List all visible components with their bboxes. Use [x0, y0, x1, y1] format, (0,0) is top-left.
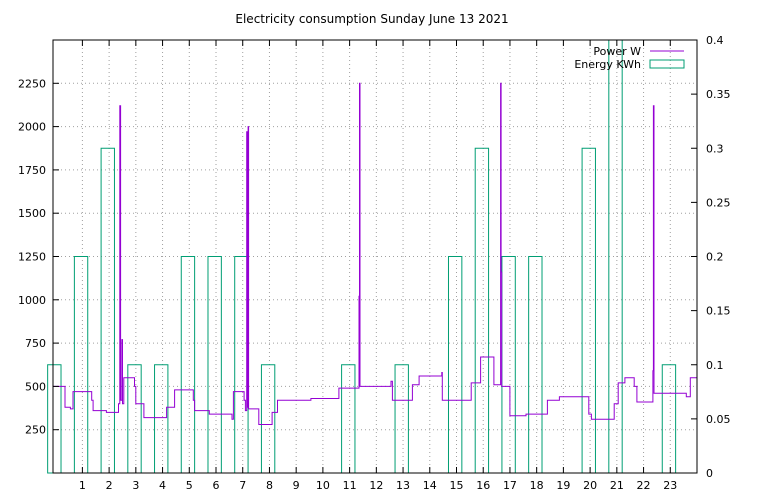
x-tick-label-5: 5: [186, 479, 193, 492]
x-tick-label-19: 19: [556, 479, 570, 492]
x-tick-label-21: 21: [610, 479, 624, 492]
y-right-tick-label-0.35: 0.35: [706, 88, 731, 101]
legend-swatch-energy: [649, 59, 685, 69]
y-right-tick-label-0.05: 0.05: [706, 413, 731, 426]
y-left-tick-labels: 250 500 750 1000 1250 1500 1750 2000 2250: [18, 77, 46, 436]
x-tick-label-13: 13: [396, 479, 410, 492]
y-right-tick-label-0.15: 0.15: [706, 305, 731, 318]
x-tick-label-12: 12: [369, 479, 383, 492]
x-tick-label-22: 22: [637, 479, 651, 492]
y-left-tick-label-2000: 2000: [18, 121, 46, 134]
y-left-tick-label-750: 750: [25, 337, 46, 350]
energy-bar-9: [341, 364, 356, 474]
grid-lines: [53, 40, 697, 473]
y-right-tick-label-0.3: 0.3: [706, 142, 724, 155]
energy-bar-13: [501, 256, 516, 474]
energy-bar-8: [260, 364, 276, 474]
x-tick-label-6: 6: [213, 479, 220, 492]
y-right-tick-label-0.25: 0.25: [706, 196, 731, 209]
x-tick-label-4: 4: [159, 479, 166, 492]
x-tick-label-16: 16: [476, 479, 490, 492]
legend: Power W Energy KWh: [574, 45, 685, 71]
power-line: [53, 82, 697, 425]
y-right-tick-label-0.1: 0.1: [706, 359, 724, 372]
energy-bar-11: [447, 256, 463, 474]
x-tick-label-2: 2: [106, 479, 113, 492]
y-left-tick-label-1500: 1500: [18, 207, 46, 220]
x-tick-label-3: 3: [132, 479, 139, 492]
energy-bar-5: [180, 256, 196, 474]
energy-bar-6: [207, 256, 222, 474]
energy-bar-16: [608, 39, 623, 474]
x-tick-label-8: 8: [266, 479, 273, 492]
y-right-tick-label-0: 0: [706, 467, 713, 480]
y-right-tick-labels: 0 0.05 0.1 0.15 0.2 0.25 0.3 0.35 0.4: [706, 34, 731, 480]
x-tick-label-7: 7: [239, 479, 246, 492]
energy-bar-2: [100, 147, 115, 474]
axis-ticks: [53, 39, 697, 474]
legend-label-energy: Energy KWh: [574, 58, 641, 71]
x-tick-label-11: 11: [343, 479, 357, 492]
y-right-tick-label-0.2: 0.2: [706, 251, 724, 264]
x-tick-labels: 1 2 3 4 5 6 7 8 9 10 11 12 13 14 15 16 17 18 19 20 21 22 23: [79, 479, 677, 492]
y-left-tick-label-1000: 1000: [18, 294, 46, 307]
x-tick-label-23: 23: [663, 479, 677, 492]
y-left-tick-label-1750: 1750: [18, 164, 46, 177]
y-left-tick-label-2250: 2250: [18, 77, 46, 90]
y-left-tick-label-500: 500: [25, 380, 46, 393]
x-tick-label-9: 9: [293, 479, 300, 492]
x-tick-label-15: 15: [450, 479, 464, 492]
energy-bar-10: [394, 364, 409, 474]
chart-title: Electricity consumption Sunday June 13 2…: [235, 12, 508, 26]
legend-label-power: Power W: [593, 45, 641, 58]
energy-bar-0: [47, 364, 62, 474]
energy-bar-4: [154, 364, 169, 474]
y-left-tick-label-250: 250: [25, 424, 46, 437]
y-right-tick-label-0.4: 0.4: [706, 34, 724, 47]
energy-bar-17: [661, 364, 677, 474]
y-left-tick-label-1250: 1250: [18, 251, 46, 264]
x-tick-label-10: 10: [316, 479, 330, 492]
energy-bar-1: [73, 256, 89, 474]
x-tick-label-20: 20: [583, 479, 597, 492]
energy-bar-15: [581, 147, 596, 474]
energy-bar-12: [474, 147, 490, 474]
x-tick-label-14: 14: [423, 479, 437, 492]
energy-bar-14: [528, 256, 543, 474]
x-tick-label-18: 18: [530, 479, 544, 492]
x-tick-label-17: 17: [503, 479, 517, 492]
x-tick-label-1: 1: [79, 479, 86, 492]
energy-bar-7: [234, 256, 249, 474]
